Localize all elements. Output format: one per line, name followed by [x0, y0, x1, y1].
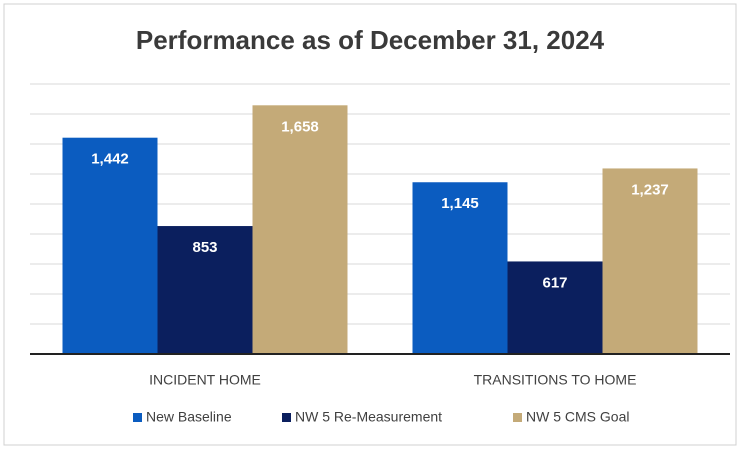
legend-label: NW 5 Re-Measurement [295, 409, 442, 425]
data-label: 617 [542, 274, 567, 291]
legend-swatch [513, 413, 522, 422]
data-label: 1,145 [441, 195, 479, 212]
bar [62, 137, 158, 354]
legend-label: NW 5 CMS Goal [526, 409, 629, 425]
data-label: 1,237 [631, 181, 669, 198]
legend-swatch [133, 413, 142, 422]
legend-swatch [282, 413, 291, 422]
bar [507, 261, 603, 354]
x-tick-label: TRANSITIONS TO HOME [474, 372, 637, 388]
bar [157, 226, 253, 354]
x-tick-label: INCIDENT HOME [149, 372, 261, 388]
bar [602, 168, 698, 354]
data-label: 1,442 [91, 151, 129, 168]
bar [252, 105, 348, 354]
legend-label: New Baseline [146, 409, 232, 425]
chart-title: Performance as of December 31, 2024 [136, 25, 605, 55]
data-label: 853 [192, 239, 217, 256]
data-label: 1,658 [281, 118, 319, 135]
bar [412, 182, 508, 354]
